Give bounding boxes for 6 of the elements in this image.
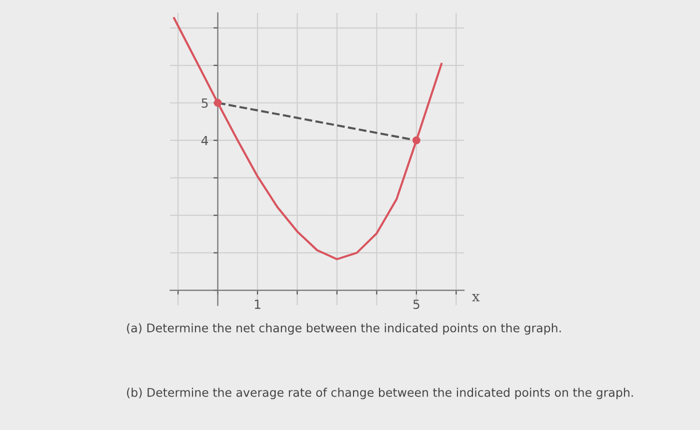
x-tick-label: 1 — [254, 300, 260, 309]
text: (b) Determine the average rate of change between the indicated points on the graph. — [127, 388, 633, 400]
x-axis-title: x — [472, 294, 480, 302]
line-series — [173, 17, 442, 260]
y-tick-label: 4 — [201, 136, 208, 146]
text: (a) Determine the net change between the indicated points on the graph. — [127, 323, 561, 335]
